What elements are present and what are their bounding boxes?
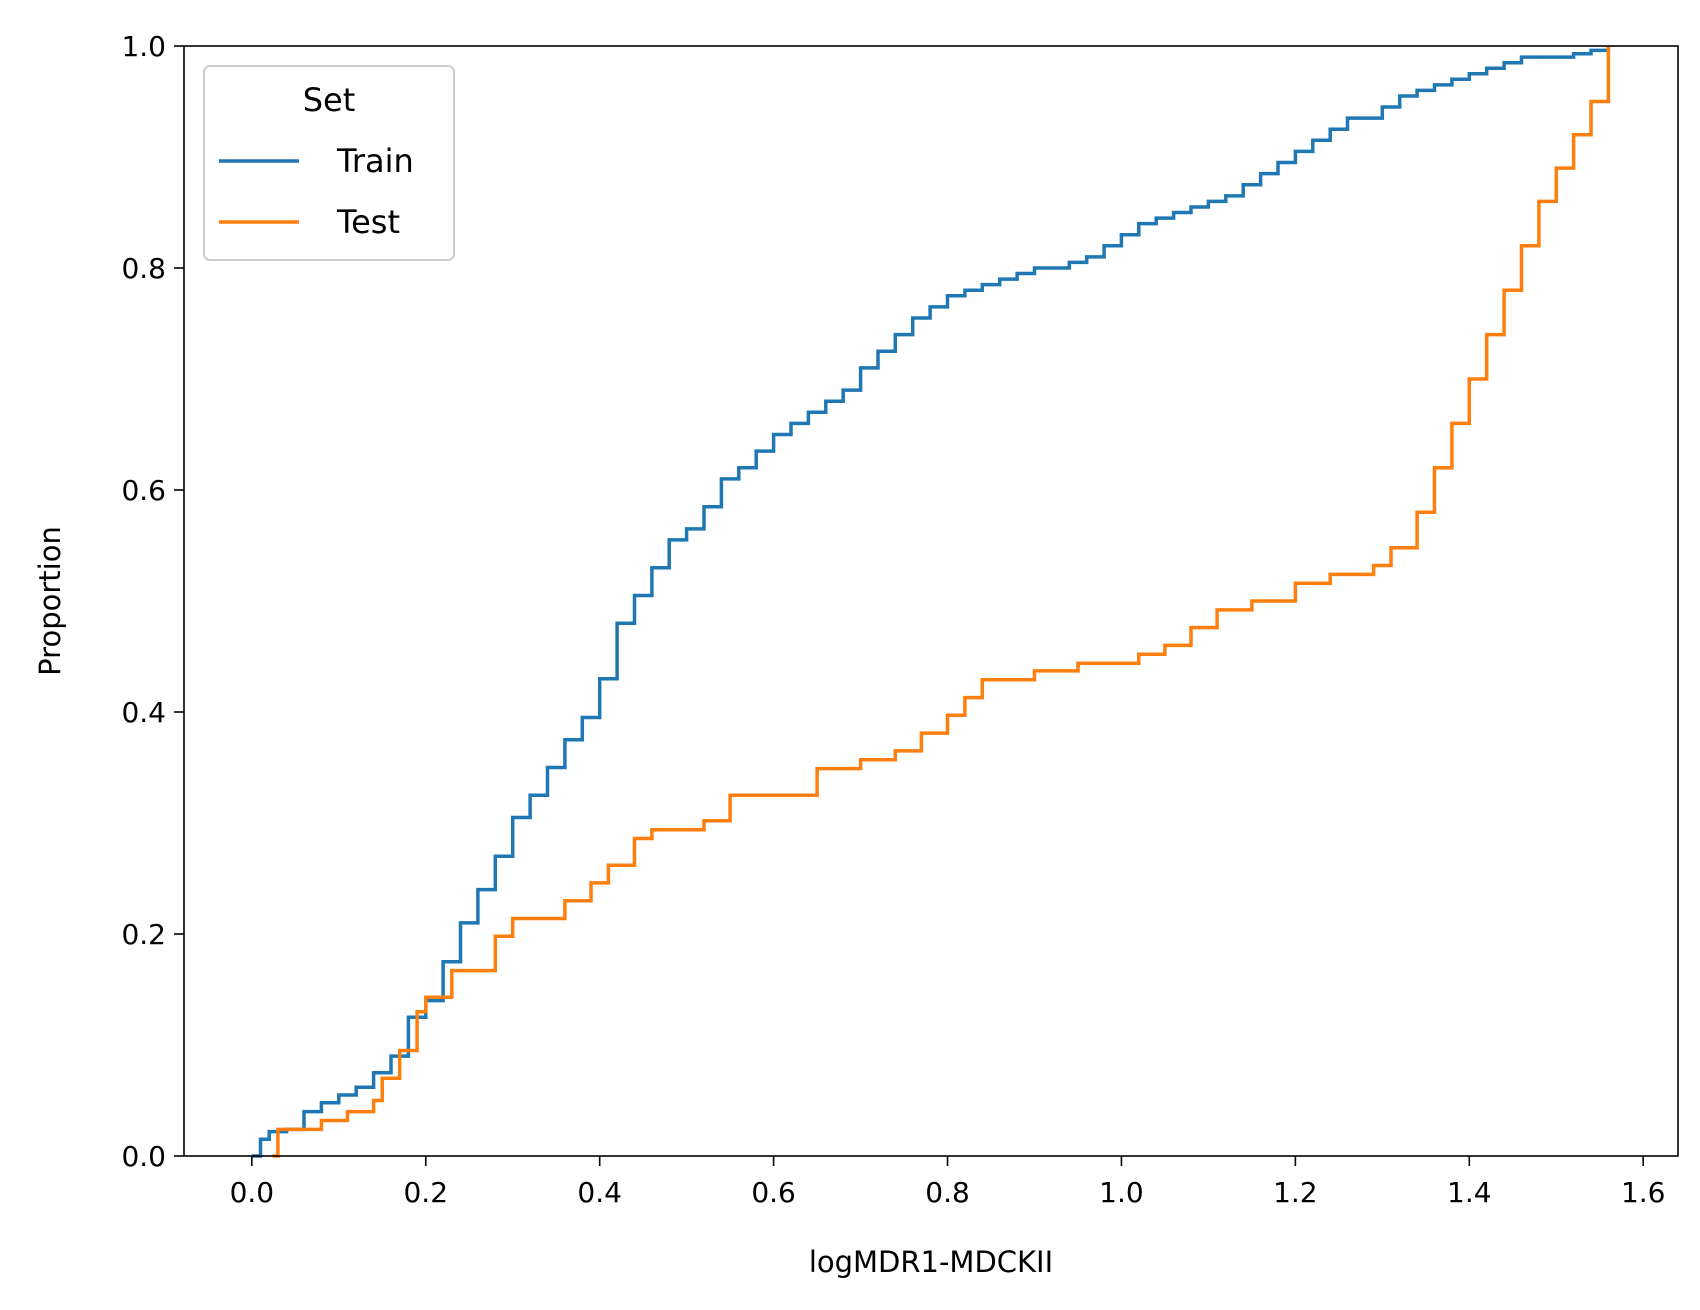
x-tick-label: 1.6 <box>1621 1176 1666 1209</box>
y-tick-label: 0.2 <box>121 918 166 951</box>
plot-area <box>251 46 1611 1158</box>
axes-frame <box>183 45 1679 1157</box>
x-tick-label: 0.2 <box>403 1176 448 1209</box>
y-axis: 0.0 0.2 0.4 0.6 0.8 1.0 <box>121 30 184 1173</box>
x-axis: 0.0 0.2 0.4 0.6 0.8 1.0 1.2 1.4 1.6 <box>230 1156 1666 1209</box>
legend-label-train: Train <box>336 142 414 180</box>
y-tick-label: 0.4 <box>121 696 166 729</box>
x-tick-label: 0.0 <box>230 1176 275 1209</box>
x-tick-label: 0.8 <box>925 1176 970 1209</box>
legend-label-test: Test <box>336 203 400 241</box>
x-tick-label: 1.2 <box>1273 1176 1318 1209</box>
x-axis-label: logMDR1-MDCKII <box>809 1245 1053 1279</box>
legend-box <box>203 65 455 261</box>
y-tick-label: 1.0 <box>121 30 166 63</box>
x-tick-label: 0.6 <box>751 1176 796 1209</box>
y-tick-label: 0.0 <box>121 1140 166 1173</box>
x-tick-label: 0.4 <box>577 1176 622 1209</box>
x-tick-label: 1.0 <box>1099 1176 1144 1209</box>
series-line-train <box>251 46 1611 1158</box>
y-axis-label: Proportion <box>33 526 67 676</box>
legend-title: Set <box>303 81 356 119</box>
series-line-test <box>272 46 1611 1158</box>
y-tick-label: 0.6 <box>121 474 166 507</box>
x-tick-label: 1.4 <box>1447 1176 1492 1209</box>
legend: Set Train Test <box>203 65 455 261</box>
y-tick-label: 0.8 <box>121 252 166 285</box>
